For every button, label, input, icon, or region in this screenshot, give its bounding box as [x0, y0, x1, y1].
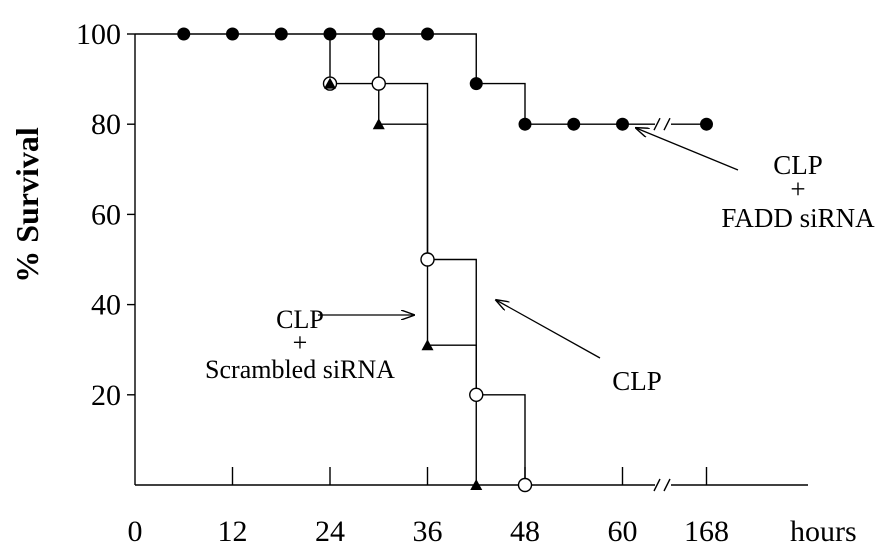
marker-filled-triangle: [470, 479, 483, 490]
series-label-fadd: CLP: [773, 150, 823, 180]
axes: [127, 33, 808, 492]
marker-filled-triangle: [372, 118, 385, 130]
marker-open-circle: [420, 252, 435, 267]
marker-filled-circle: [372, 27, 386, 41]
series-label-scrambled: Scrambled siRNA: [205, 355, 395, 384]
marker-filled-circle: [177, 27, 191, 41]
marker-filled-circle: [616, 117, 629, 131]
marker-filled-circle: [226, 27, 239, 41]
x-tick-label: 36: [413, 515, 443, 548]
series-label-fadd: +: [790, 174, 805, 204]
y-tick-label: 40: [91, 289, 121, 322]
marker-filled-triangle: [324, 77, 336, 89]
series-label-fadd: FADD siRNA: [721, 203, 875, 233]
series-label-clp: CLP: [612, 366, 662, 396]
x-tick-label: 0: [128, 515, 143, 548]
x-tick-label: 48: [510, 515, 540, 548]
series-break-mark: [653, 117, 661, 131]
marker-filled-circle: [323, 27, 337, 41]
marker-open-circle: [371, 76, 386, 91]
x-tick-label: 24: [315, 515, 345, 548]
marker-filled-circle: [274, 27, 288, 41]
x-tick-label: 60: [608, 515, 638, 548]
marker-filled-circle: [469, 77, 483, 91]
axis-labels: 100 80 60 40 20 0 12 24 36 48 60 168 hours % Survival: [9, 18, 857, 548]
x-tick-label: 12: [218, 515, 248, 548]
series-fadd-sirna-line: [135, 33, 707, 125]
y-tick-label: 20: [91, 379, 121, 412]
x-axis-break-mark: [653, 478, 661, 492]
marker-filled-circle: [700, 117, 713, 131]
y-tick-label: 80: [91, 108, 121, 141]
arrow-fadd-sirna: [636, 128, 739, 171]
series-label-scrambled: CLP: [276, 305, 324, 334]
series-break-mark: [663, 117, 671, 131]
x-axis-label: hours: [790, 515, 857, 548]
x-tick-label: 168: [684, 515, 729, 548]
series-scrambled-sirna-line: [330, 82, 477, 485]
marker-filled-circle: [421, 27, 434, 41]
marker-filled-circle: [518, 117, 532, 131]
marker-open-circle: [517, 477, 533, 493]
arrow-clp: [496, 300, 601, 359]
y-axis-label: % Survival: [9, 127, 45, 283]
x-axis-break-mark: [663, 478, 671, 492]
series-label-scrambled: +: [293, 328, 308, 357]
y-tick-label: 60: [91, 198, 121, 231]
marker-open-circle: [469, 387, 484, 402]
marker-filled-circle: [567, 117, 581, 131]
marker-filled-triangle: [421, 339, 434, 351]
series-clp-line: [378, 82, 526, 485]
data-markers: [177, 27, 713, 493]
y-tick-label: 100: [76, 18, 121, 51]
